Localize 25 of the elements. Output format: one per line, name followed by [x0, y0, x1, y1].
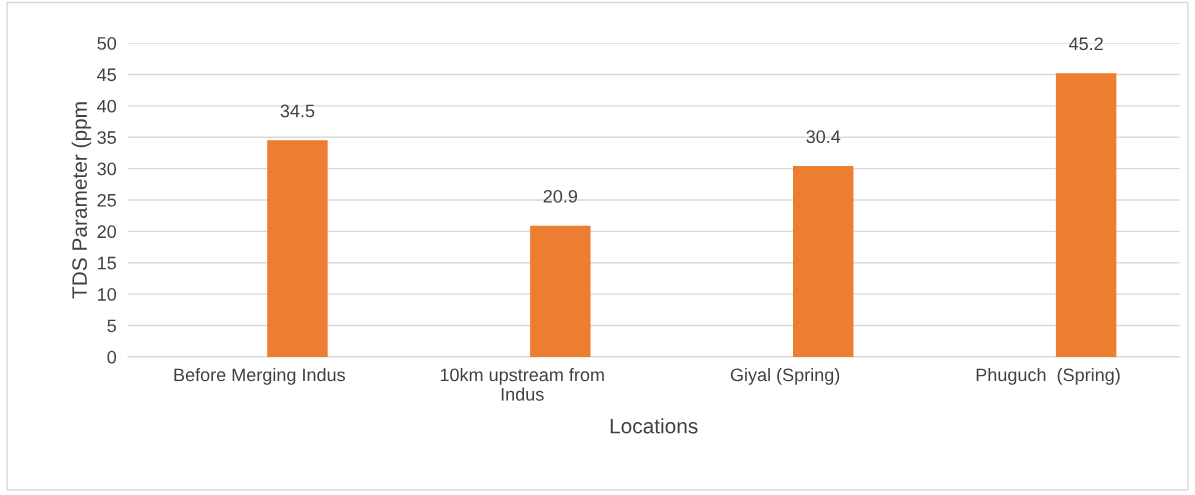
x-tick-label: Giyal (Spring) — [730, 368, 840, 385]
data-label: 45.2 — [1068, 37, 1103, 51]
x-tick-label: 10km upstream from Indus — [440, 368, 604, 401]
y-tick-label: 20 — [97, 225, 117, 239]
y-tick-label: 50 — [97, 37, 117, 50]
y-tick-label: 15 — [98, 256, 116, 270]
y-tick-label: 0 — [107, 350, 117, 364]
bar — [530, 225, 591, 357]
x-tick-label: Before Merging Indus — [174, 368, 345, 385]
data-label: 30.4 — [806, 130, 841, 144]
x-axis-title: Locations — [610, 418, 698, 434]
y-tick-label: 10 — [98, 288, 117, 301]
data-label: 20.9 — [543, 189, 578, 203]
y-tick-label: 25 — [97, 193, 116, 207]
data-label: 34.5 — [280, 104, 315, 118]
y-tick-label: 35 — [97, 131, 116, 144]
x-tick-label: Phuguch (Spring) — [976, 368, 1120, 385]
y-tick-label: 30 — [97, 162, 117, 176]
y-tick-label: 40 — [97, 99, 117, 113]
y-axis-title: TDS Parameter (ppm — [71, 102, 92, 299]
bar — [793, 166, 854, 357]
bar — [1055, 73, 1117, 357]
y-tick-label: 45 — [97, 68, 116, 82]
bar — [267, 140, 328, 357]
y-tick-label: 5 — [107, 319, 116, 333]
